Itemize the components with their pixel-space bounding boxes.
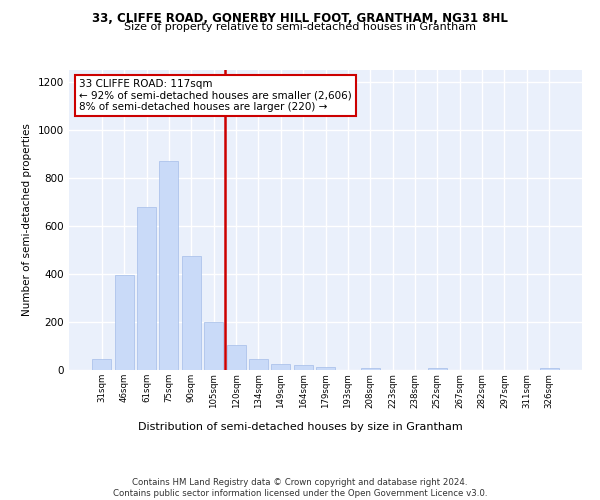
- Bar: [316, 367, 335, 370]
- Bar: [115, 275, 134, 370]
- Text: 33, CLIFFE ROAD, GONERBY HILL FOOT, GRANTHAM, NG31 8HL: 33, CLIFFE ROAD, GONERBY HILL FOOT, GRAN…: [92, 12, 508, 26]
- Bar: [204, 322, 223, 370]
- Text: 33 CLIFFE ROAD: 117sqm
← 92% of semi-detached houses are smaller (2,606)
8% of s: 33 CLIFFE ROAD: 117sqm ← 92% of semi-det…: [79, 79, 352, 112]
- Text: Contains HM Land Registry data © Crown copyright and database right 2024.
Contai: Contains HM Land Registry data © Crown c…: [113, 478, 487, 498]
- Bar: [293, 365, 313, 370]
- Bar: [361, 368, 380, 370]
- Bar: [92, 359, 112, 370]
- Y-axis label: Number of semi-detached properties: Number of semi-detached properties: [22, 124, 32, 316]
- Bar: [160, 161, 178, 370]
- Bar: [227, 345, 245, 370]
- Bar: [428, 368, 447, 370]
- Bar: [249, 359, 268, 370]
- Bar: [137, 207, 156, 370]
- Text: Distribution of semi-detached houses by size in Grantham: Distribution of semi-detached houses by …: [137, 422, 463, 432]
- Text: Size of property relative to semi-detached houses in Grantham: Size of property relative to semi-detach…: [124, 22, 476, 32]
- Bar: [539, 368, 559, 370]
- Bar: [271, 364, 290, 370]
- Bar: [182, 256, 201, 370]
